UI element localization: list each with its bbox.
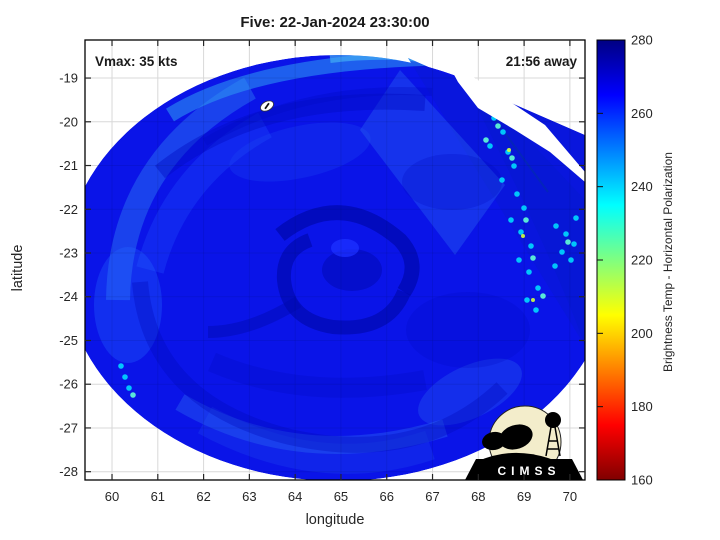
cimss-banner: [465, 459, 583, 480]
colorbar-tick-marks: [597, 112, 603, 408]
x-tick-label: 68: [471, 489, 485, 504]
storm-image: CIMSS: [85, 55, 585, 480]
cimss-logo-text: CIMSS: [497, 464, 560, 478]
plot-title: Five: 22-Jan-2024 23:30:00: [240, 14, 429, 31]
swath-edge-notch: [445, 58, 585, 182]
x-tick-labels: 60 61 62 63 64 65 66 67 68 69 70: [105, 489, 577, 504]
x-axis-label: longitude: [306, 512, 365, 528]
x-tick-label: 65: [334, 489, 348, 504]
y-tick-labels: -19 -20 -21 -22 -23 -24 -25 -26 -27 -28: [59, 71, 78, 480]
colorbar-tick-label: 180: [631, 399, 653, 414]
y-tick-label: -25: [59, 333, 78, 348]
y-tick-label: -23: [59, 246, 78, 261]
axes-box: [84, 39, 586, 481]
y-tick-label: -21: [59, 158, 78, 173]
y-axis-label: latitude: [10, 245, 26, 292]
y-tick-label: -26: [59, 377, 78, 392]
y-tick-label: -19: [59, 71, 78, 86]
colorbar: 160 180 200 220 240 260 280 Brightness Temp - …: [596, 33, 675, 488]
white-oval-marker: [260, 100, 274, 112]
x-tick-label: 67: [425, 489, 439, 504]
y-tick-label: -20: [59, 114, 78, 129]
colorbar-tick-labels: 160 180 200 220 240 260 280: [631, 33, 653, 488]
time-away-annotation: 21:56 away: [506, 54, 578, 69]
colorbar-label: Brightness Temp - Horizontal Polarizatio…: [661, 152, 675, 372]
y-tick-label: -22: [59, 202, 78, 217]
x-tick-label: 70: [563, 489, 577, 504]
x-tick-label: 61: [151, 489, 165, 504]
cimss-logo: CIMSS: [465, 405, 583, 480]
y-tick-label: -24: [59, 289, 78, 304]
colorbar-tick-label: 280: [631, 33, 653, 48]
x-tick-label: 62: [196, 489, 210, 504]
x-tick-label: 69: [517, 489, 531, 504]
vmax-annotation: Vmax: 35 kts: [95, 54, 178, 69]
x-tick-label: 60: [105, 489, 119, 504]
colorbar-tick-label: 240: [631, 179, 653, 194]
x-tick-label: 63: [242, 489, 256, 504]
colorbar-tick-label: 260: [631, 106, 653, 121]
x-tick-label: 66: [380, 489, 394, 504]
y-tick-label: -28: [59, 464, 78, 479]
scatter-speckles: [118, 103, 579, 398]
y-tick-label: -27: [59, 420, 78, 435]
axis-tick-marks: [85, 40, 585, 480]
colorbar-tick-label: 160: [631, 473, 653, 488]
colorbar-tick-label: 200: [631, 326, 653, 341]
x-tick-label: 64: [288, 489, 302, 504]
colorbar-tick-label: 220: [631, 253, 653, 268]
